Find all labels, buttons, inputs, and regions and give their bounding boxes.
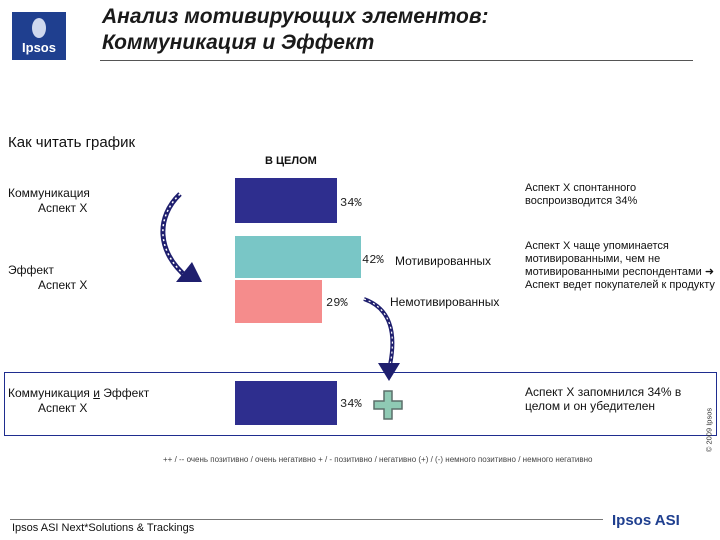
page-title: Анализ мотивирующих элементов: Коммуника… xyxy=(102,4,489,56)
note-effect-text: Аспект X чаще упоминается мотивированным… xyxy=(525,240,702,278)
note-effect: Аспект X чаще упоминается мотивированным… xyxy=(525,240,715,292)
ipsos-logo: Ipsos xyxy=(12,12,66,60)
motivated-label: Мотивированных xyxy=(395,254,491,268)
arrow-right-icon: ➜ xyxy=(704,266,715,278)
value-label-communication: 34% xyxy=(340,196,362,210)
copyright-text: © 2009 Ipsos xyxy=(704,407,714,453)
value-label-unmotivated: 29% xyxy=(326,296,348,310)
bar-combined xyxy=(235,381,337,425)
highlight-box xyxy=(4,372,717,436)
note-combined: Аспект X запомнился 34% в целом и он убе… xyxy=(525,385,682,413)
combined-sub: Аспект X xyxy=(38,401,88,415)
row-label-combined: Коммуникация и Эффект Аспект X xyxy=(8,386,149,416)
title-line-2: Коммуникация и Эффект xyxy=(102,31,375,54)
communication-sub: Аспект X xyxy=(38,201,88,215)
logo-text: Ipsos xyxy=(22,40,56,55)
title-line-1: Анализ мотивирующих элементов: xyxy=(102,5,489,28)
legend: ++ / -- очень позитивно / очень негативн… xyxy=(163,455,593,464)
communication-label: Коммуникация xyxy=(8,186,90,200)
curved-arrow-icon xyxy=(160,192,202,282)
logo-head-icon xyxy=(32,18,46,38)
effect-label: Эффект xyxy=(8,263,54,277)
value-label-combined: 34% xyxy=(340,397,362,411)
down-arrow-icon xyxy=(363,297,400,381)
row-label-effect: Эффект Аспект X xyxy=(8,263,87,293)
copyright: © 2009 Ipsos xyxy=(694,380,720,480)
plus-icon xyxy=(373,390,403,420)
note-communication: Аспект X спонтанного воспроизводится 34% xyxy=(525,182,638,207)
combined-label: Коммуникация и Эффект xyxy=(8,386,150,400)
footer-brand: Ipsos ASI xyxy=(612,512,680,529)
column-header: В ЦЕЛОМ xyxy=(265,155,317,167)
footer-divider xyxy=(10,519,603,520)
note-effect-conclusion: Аспект ведет покупателей к продукту xyxy=(525,279,715,291)
footer-left: Ipsos ASI Next*Solutions & Trackings xyxy=(12,522,195,534)
unmotivated-label: Немотивированных xyxy=(390,295,500,309)
value-label-motivated: 42% xyxy=(362,253,384,267)
row-label-communication: Коммуникация Аспект X xyxy=(8,186,90,216)
bar-communication xyxy=(235,178,337,223)
section-title: Как читать график xyxy=(8,134,136,151)
bar-effect-motivated xyxy=(235,236,361,278)
effect-sub: Аспект X xyxy=(38,278,88,292)
title-divider xyxy=(100,60,693,61)
bar-effect-unmotivated xyxy=(235,280,322,323)
